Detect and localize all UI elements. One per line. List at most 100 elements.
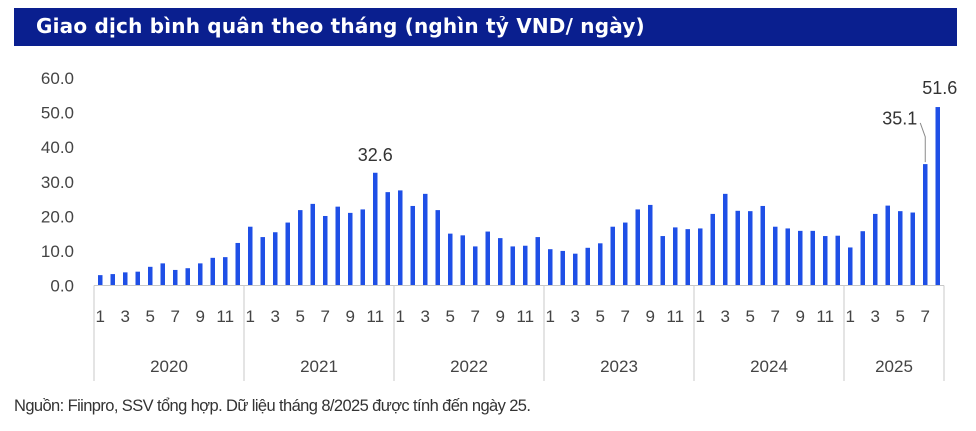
- bar: [210, 257, 215, 286]
- bar: [273, 232, 278, 286]
- bar: [348, 212, 353, 286]
- bar: [748, 211, 753, 286]
- bar: [260, 237, 265, 286]
- x-tick-label: 3: [571, 307, 580, 326]
- x-tick-label: 5: [896, 307, 905, 326]
- bar: [198, 263, 203, 286]
- bar: [698, 228, 703, 286]
- bar: [798, 230, 803, 286]
- x-tick-label: 5: [596, 307, 605, 326]
- x-tick-label: 9: [646, 307, 655, 326]
- x-tick-label: 1: [396, 307, 405, 326]
- bar: [248, 226, 253, 286]
- bar: [535, 237, 540, 286]
- x-tick-label: 9: [346, 307, 355, 326]
- bar: [823, 236, 828, 286]
- bar: [935, 107, 940, 286]
- y-tick-label: 60.0: [41, 69, 74, 88]
- bar: [710, 213, 715, 286]
- x-tick-label: 9: [496, 307, 505, 326]
- y-tick-label: 20.0: [41, 207, 74, 226]
- bar: [385, 192, 390, 286]
- bar: [560, 250, 565, 286]
- bar: [610, 226, 615, 286]
- bar: [785, 228, 790, 286]
- bar: [285, 222, 290, 286]
- chart-title: Giao dịch bình quân theo tháng (nghìn tỷ…: [36, 14, 645, 38]
- bar: [473, 246, 478, 286]
- year-label: 2025: [875, 357, 913, 376]
- bar: [423, 193, 428, 286]
- bar: [873, 213, 878, 286]
- y-tick-label: 10.0: [41, 242, 74, 261]
- bar: [898, 211, 903, 286]
- data-label: 35.1: [882, 109, 917, 129]
- bar: [298, 210, 303, 286]
- data-label: 51.6: [922, 78, 957, 98]
- x-tick-label: 3: [271, 307, 280, 326]
- leader-line: [919, 122, 926, 163]
- bar: [648, 204, 653, 286]
- bar: [885, 205, 890, 286]
- x-tick-label: 7: [621, 307, 630, 326]
- bar: [323, 215, 328, 286]
- x-tick-label: 7: [921, 307, 930, 326]
- x-tick-label: 11: [666, 307, 684, 326]
- chart-title-bar: Giao dịch bình quân theo tháng (nghìn tỷ…: [14, 8, 957, 46]
- x-tick-label: 7: [171, 307, 180, 326]
- source-note: Nguồn: Fiinpro, SSV tổng hợp. Dữ liệu th…: [14, 397, 531, 415]
- x-tick-label: 3: [121, 307, 130, 326]
- bar: [860, 231, 865, 286]
- year-label: 2022: [450, 357, 488, 376]
- bar: [923, 164, 928, 286]
- bar: [910, 212, 915, 286]
- x-tick-label: 5: [746, 307, 755, 326]
- bar: [598, 243, 603, 286]
- x-tick-label: 3: [871, 307, 880, 326]
- x-tick-label: 11: [816, 307, 834, 326]
- bar: [735, 210, 740, 286]
- bar: [110, 274, 115, 286]
- x-tick-label: 9: [196, 307, 205, 326]
- bar: [510, 246, 515, 286]
- year-label: 2024: [750, 357, 788, 376]
- x-tick-label: 11: [366, 307, 384, 326]
- bar: [435, 210, 440, 286]
- x-tick-label: 7: [771, 307, 780, 326]
- bar: [410, 205, 415, 286]
- bar: [135, 271, 140, 286]
- bar: [585, 247, 590, 286]
- year-label: 2023: [600, 357, 638, 376]
- bar: [523, 245, 528, 286]
- bar: [310, 203, 315, 286]
- bar: [98, 275, 103, 286]
- x-tick-label: 7: [471, 307, 480, 326]
- bar: [360, 209, 365, 286]
- x-tick-label: 11: [516, 307, 534, 326]
- x-tick-label: 11: [216, 307, 234, 326]
- bar: [635, 209, 640, 286]
- bar: [810, 230, 815, 286]
- bar: [548, 249, 553, 286]
- x-tick-label: 9: [796, 307, 805, 326]
- y-tick-label: 50.0: [41, 104, 74, 123]
- x-tick-label: 7: [321, 307, 330, 326]
- bar: [685, 229, 690, 286]
- year-label: 2020: [150, 357, 188, 376]
- bar: [398, 190, 403, 286]
- year-label: 2021: [300, 357, 338, 376]
- x-tick-label: 1: [846, 307, 855, 326]
- bar: [848, 247, 853, 286]
- x-tick-label: 3: [721, 307, 730, 326]
- y-tick-label: 40.0: [41, 138, 74, 157]
- bar: [123, 272, 128, 286]
- x-tick-label: 5: [296, 307, 305, 326]
- y-tick-label: 0.0: [50, 277, 74, 296]
- bar: [148, 266, 153, 286]
- bar: [173, 269, 178, 286]
- bar: [160, 263, 165, 286]
- bar: [723, 193, 728, 286]
- bar: [673, 227, 678, 286]
- bar: [460, 235, 465, 286]
